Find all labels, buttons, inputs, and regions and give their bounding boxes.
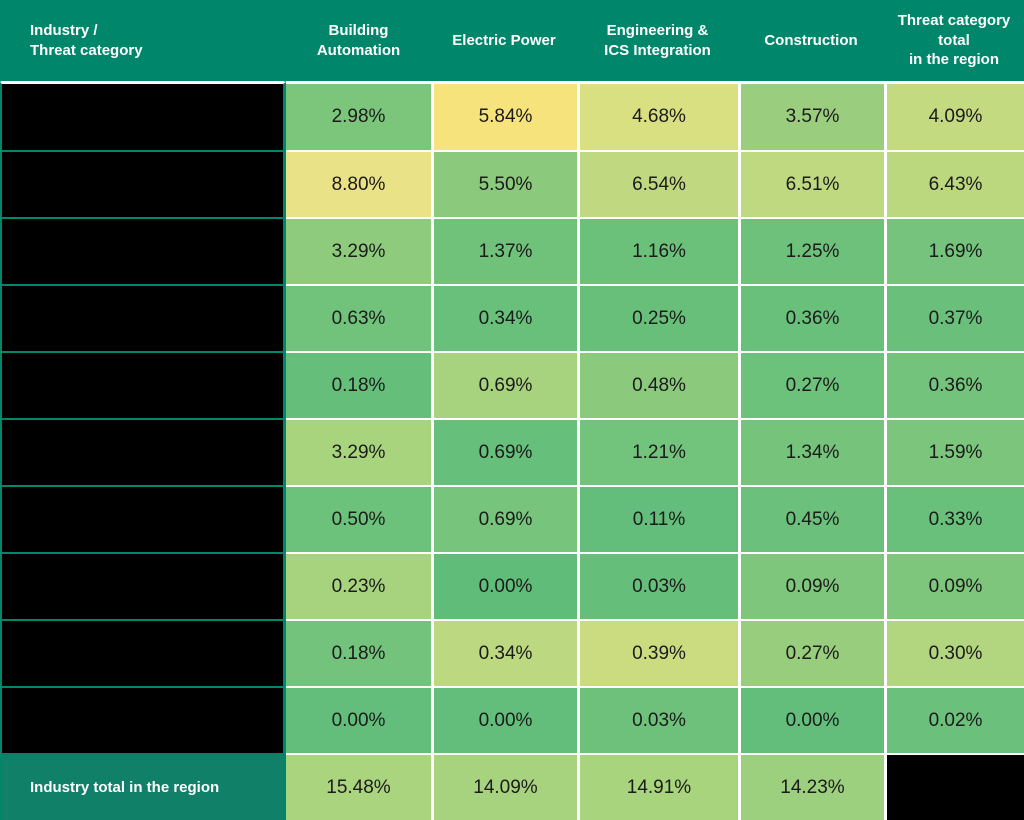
data-cell: 0.34% <box>431 619 577 686</box>
data-cell: 4.09% <box>884 82 1024 150</box>
data-cell: 3.57% <box>738 82 884 150</box>
data-cell: 1.34% <box>738 418 884 485</box>
data-cell: 0.37% <box>884 284 1024 351</box>
data-cell: 3.29% <box>286 217 431 284</box>
data-cell: 0.48% <box>577 351 738 418</box>
data-cell: 0.63% <box>286 284 431 351</box>
data-cell: 0.00% <box>738 686 884 753</box>
column-header-building-automation: Building Automation <box>286 0 431 82</box>
threat-category-cell-redacted <box>0 351 286 418</box>
column-header-construction: Construction <box>738 0 884 82</box>
data-cell: 0.27% <box>738 351 884 418</box>
data-cell: 1.16% <box>577 217 738 284</box>
data-cell: 0.30% <box>884 619 1024 686</box>
threat-category-cell-redacted <box>0 418 286 485</box>
data-cell: 1.25% <box>738 217 884 284</box>
data-cell: 0.33% <box>884 485 1024 552</box>
data-cell: 0.18% <box>286 351 431 418</box>
data-cell: 1.69% <box>884 217 1024 284</box>
data-cell: 3.29% <box>286 418 431 485</box>
data-cell: 8.80% <box>286 150 431 217</box>
corner-header: Industry / Threat category <box>0 0 286 82</box>
threat-category-cell-redacted <box>0 485 286 552</box>
column-header-electric-power: Electric Power <box>431 0 577 82</box>
grand-total-cell-redacted <box>884 753 1024 820</box>
threat-category-cell-redacted <box>0 217 286 284</box>
threat-category-cell-redacted <box>0 82 286 150</box>
data-cell: 2.98% <box>286 82 431 150</box>
data-cell: 0.03% <box>577 686 738 753</box>
data-cell: 0.03% <box>577 552 738 619</box>
data-cell: 0.36% <box>738 284 884 351</box>
industry-total-cell: 14.09% <box>431 753 577 820</box>
column-header-threat-category-total: Threat category total in the region <box>884 0 1024 82</box>
industry-total-cell: 14.23% <box>738 753 884 820</box>
data-cell: 0.39% <box>577 619 738 686</box>
data-cell: 6.43% <box>884 150 1024 217</box>
data-cell: 1.59% <box>884 418 1024 485</box>
data-cell: 0.02% <box>884 686 1024 753</box>
data-cell: 0.09% <box>738 552 884 619</box>
data-cell: 0.45% <box>738 485 884 552</box>
data-cell: 0.18% <box>286 619 431 686</box>
industry-total-label: Industry total in the region <box>0 753 286 820</box>
industry-total-cell: 15.48% <box>286 753 431 820</box>
data-cell: 5.50% <box>431 150 577 217</box>
data-cell: 0.00% <box>431 686 577 753</box>
data-cell: 0.23% <box>286 552 431 619</box>
data-cell: 5.84% <box>431 82 577 150</box>
data-cell: 0.25% <box>577 284 738 351</box>
data-cell: 0.09% <box>884 552 1024 619</box>
data-cell: 0.00% <box>431 552 577 619</box>
data-cell: 0.34% <box>431 284 577 351</box>
data-cell: 6.54% <box>577 150 738 217</box>
data-cell: 1.21% <box>577 418 738 485</box>
column-header-engineering-ics-integration: Engineering & ICS Integration <box>577 0 738 82</box>
threat-category-cell-redacted <box>0 150 286 217</box>
data-cell: 0.69% <box>431 485 577 552</box>
data-cell: 0.50% <box>286 485 431 552</box>
data-cell: 0.27% <box>738 619 884 686</box>
threat-category-cell-redacted <box>0 284 286 351</box>
data-cell: 0.36% <box>884 351 1024 418</box>
industry-total-cell: 14.91% <box>577 753 738 820</box>
data-cell: 6.51% <box>738 150 884 217</box>
data-cell: 0.00% <box>286 686 431 753</box>
data-cell: 4.68% <box>577 82 738 150</box>
data-cell: 1.37% <box>431 217 577 284</box>
data-cell: 0.69% <box>431 418 577 485</box>
threat-category-cell-redacted <box>0 619 286 686</box>
data-cell: 0.11% <box>577 485 738 552</box>
threat-category-cell-redacted <box>0 686 286 753</box>
threat-category-cell-redacted <box>0 552 286 619</box>
data-cell: 0.69% <box>431 351 577 418</box>
